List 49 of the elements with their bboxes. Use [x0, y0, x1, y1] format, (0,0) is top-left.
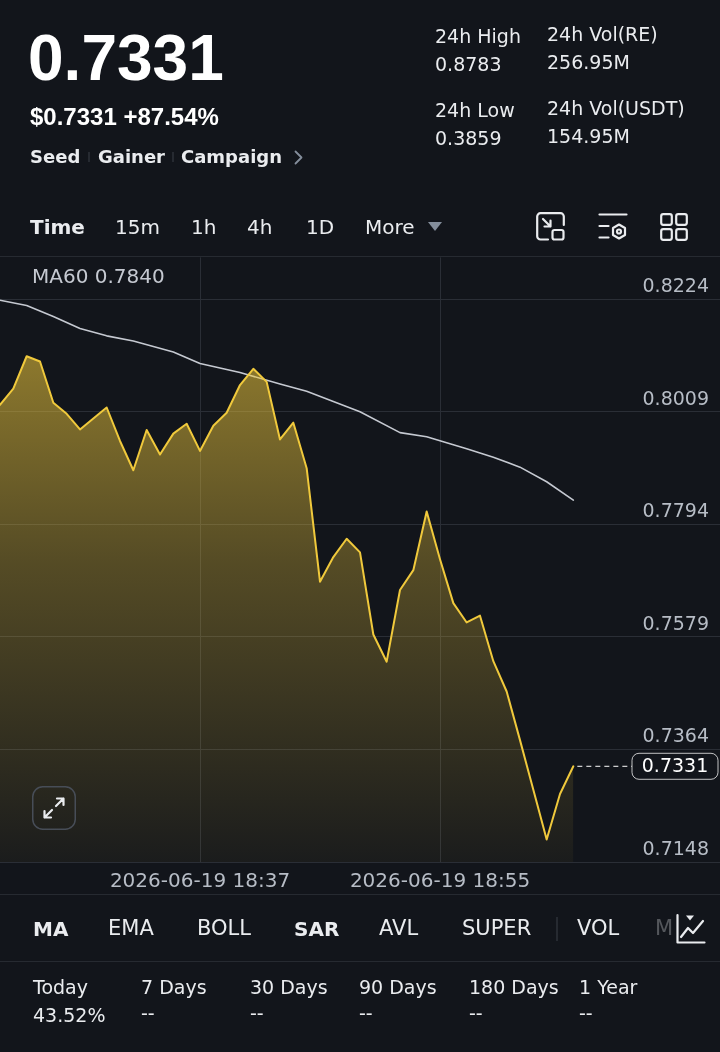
y-tick-label: 0.8224 [642, 274, 709, 297]
text: VOL [577, 916, 620, 942]
y-tick-label: 0.7364 [642, 723, 709, 746]
text: 1 Year [579, 975, 638, 999]
text: 0.3859 [435, 126, 502, 150]
text: AVL [379, 916, 419, 942]
text: 15m [115, 215, 160, 239]
text: 24h Vol(RE) [547, 22, 658, 46]
ref-line-label: 0.7331 [641, 754, 709, 777]
text: -- [469, 1001, 483, 1025]
text: 4h [247, 215, 273, 239]
text: 24h Vol(USDT) [547, 96, 685, 120]
text: BOLL [197, 916, 251, 942]
chart-title: 0.7331 [28, 20, 224, 96]
text: Seed [30, 146, 81, 168]
text: Today [33, 975, 88, 999]
chart-subtitle: $0.7331 +87.54% [30, 102, 219, 132]
text: MA [33, 917, 69, 941]
text: Time [30, 215, 85, 239]
text: 0.8783 [435, 52, 502, 76]
text: Gainer [98, 146, 165, 168]
text: 180 Days [469, 975, 559, 999]
text: SAR [294, 917, 340, 941]
text: 24h Low [435, 98, 515, 122]
text: Campaign [181, 146, 283, 168]
text: 256.95M [547, 50, 630, 74]
text: 90 Days [359, 975, 437, 999]
text: -- [359, 1001, 373, 1025]
x-tick-label: 2026-06-19 18:55 [349, 868, 531, 893]
text: 24h High [435, 24, 521, 48]
text: EMA [108, 916, 154, 942]
text: -- [250, 1001, 264, 1025]
text: M [655, 916, 674, 942]
y-tick-label: 0.7579 [642, 611, 709, 634]
text: -- [579, 1001, 593, 1025]
x-tick-label: 2026-06-19 18:37 [109, 868, 291, 893]
text: 7 Days [141, 975, 207, 999]
text: SUPER [462, 916, 532, 942]
series-label: MA60 0.7840 [32, 264, 165, 288]
text: -- [141, 1001, 155, 1025]
text: 43.52% [33, 1003, 106, 1027]
text: More [365, 215, 415, 239]
text: 1h [191, 215, 217, 239]
text: 30 Days [250, 975, 328, 999]
text: 1D [306, 215, 335, 239]
y-tick-label: 0.7794 [642, 499, 709, 522]
y-tick-label: 0.8009 [642, 386, 709, 409]
text: 154.95M [547, 124, 630, 148]
y-tick-label: 0.7148 [642, 836, 709, 859]
